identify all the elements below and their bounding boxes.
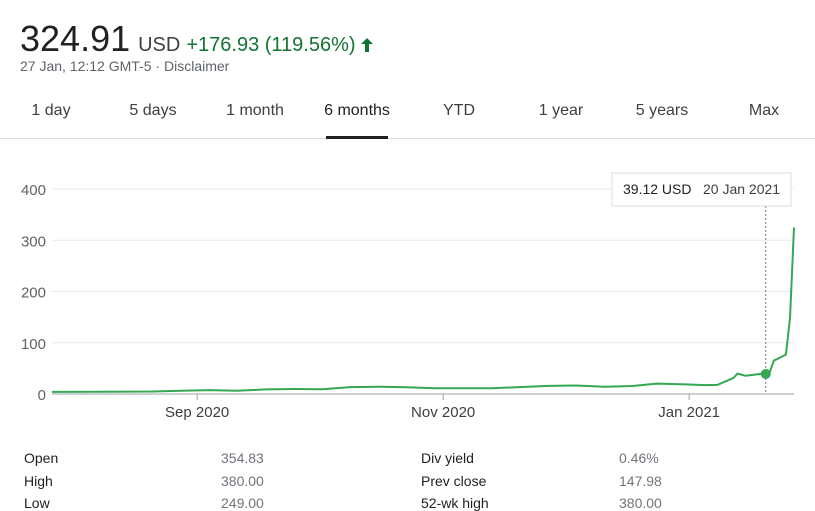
- tab-1-day[interactable]: 1 day: [31, 102, 71, 119]
- tab-6-months[interactable]: 6 months: [324, 102, 390, 119]
- tooltip-box: [611, 172, 792, 207]
- stat-low-value: 249.00: [221, 495, 264, 511]
- x-tick-label: Nov 2020: [411, 404, 475, 421]
- range-tabs: 1 day 5 days 1 month 6 months YTD 1 year…: [0, 90, 815, 139]
- tab-ytd[interactable]: YTD: [443, 102, 475, 119]
- tooltip-value: 39.12 USD: [623, 181, 691, 197]
- currency-label: USD: [138, 34, 181, 56]
- quote-meta: 27 Jan, 12:12 GMT-5 · Disclaimer: [20, 58, 229, 74]
- tab-5-years[interactable]: 5 years: [635, 102, 689, 119]
- hover-point: [760, 368, 771, 379]
- tab-1-month[interactable]: 1 month: [226, 102, 284, 119]
- x-tick-label: Sep 2020: [165, 404, 229, 421]
- tab-max[interactable]: Max: [748, 102, 780, 119]
- y-tick-label: 0: [38, 387, 46, 404]
- chart-tooltip: 39.12 USD 20 Jan 2021: [611, 172, 792, 207]
- meta-separator: ·: [155, 58, 161, 74]
- x-axis-ticks: Sep 2020 Nov 2020 Jan 2021: [165, 394, 720, 421]
- chart-grid: [52, 188, 794, 395]
- y-tick-label: 100: [21, 336, 46, 353]
- x-tick-label: Jan 2021: [658, 404, 720, 421]
- stat-52wk-high-label: 52-wk high: [421, 495, 489, 511]
- quote-timestamp: 27 Jan, 12:12 GMT-5: [20, 58, 152, 74]
- tooltip-date: 20 Jan 2021: [703, 181, 780, 197]
- price-header: 324.91 USD +176.93 (119.56%): [20, 18, 373, 60]
- arrow-up-icon: [360, 38, 373, 52]
- price-chart[interactable]: 400 300 200 100 0 Sep 2020 Nov 2020 Jan 2021 3…: [0, 150, 815, 440]
- y-axis-ticks: 400 300 200 100 0: [21, 182, 46, 404]
- stat-prev-close-value: 147.98: [619, 473, 662, 489]
- y-tick-label: 400: [21, 182, 46, 199]
- y-tick-label: 200: [21, 285, 46, 302]
- current-price: 324.91: [20, 18, 131, 59]
- price-change: +176.93 (119.56%): [186, 34, 356, 56]
- stat-open-value: 354.83: [221, 450, 264, 466]
- stat-div-yield-value: 0.46%: [619, 450, 659, 466]
- tab-5-days[interactable]: 5 days: [129, 102, 177, 119]
- tab-1-year[interactable]: 1 year: [538, 102, 584, 119]
- stat-prev-close-label: Prev close: [421, 473, 487, 489]
- active-tab-indicator: [326, 136, 388, 139]
- stat-div-yield-label: Div yield: [421, 450, 474, 466]
- disclaimer-link[interactable]: Disclaimer: [163, 58, 230, 74]
- stat-high-label: High: [24, 473, 53, 489]
- stat-low-label: Low: [24, 495, 50, 511]
- stat-high-value: 380.00: [221, 473, 264, 489]
- stat-open-label: Open: [24, 450, 59, 466]
- price-line: [51, 227, 795, 393]
- y-tick-label: 300: [21, 233, 46, 250]
- chart-series: [51, 206, 795, 394]
- stat-52wk-high-value: 380.00: [619, 495, 662, 511]
